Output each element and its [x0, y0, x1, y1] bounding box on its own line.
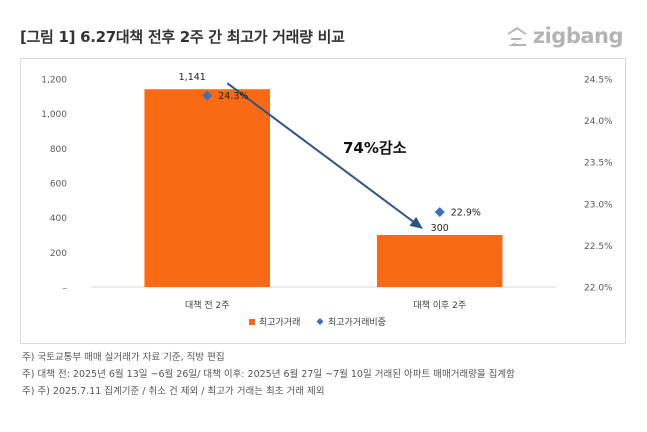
- y-left-tick-label: 1,200: [41, 76, 67, 86]
- y-left-tick-label: 200: [50, 249, 67, 259]
- chart: – 200 400 600 800 1,000 1,200 22.0% 22.5% 23.0% 2…: [41, 72, 613, 328]
- bar: [376, 235, 503, 287]
- y-left-tick-label: 600: [50, 180, 67, 190]
- legend-label: 최고가거래: [259, 317, 300, 328]
- bar: [144, 89, 271, 287]
- y-right-tick-label: 23.0%: [584, 200, 613, 210]
- y-left-tick-label: 800: [50, 145, 67, 155]
- legend-label: 최고가거래비중: [328, 317, 386, 328]
- y-right-tick-label: 24.0%: [584, 117, 613, 127]
- share-point: [202, 90, 213, 101]
- y-left-tick-label: 1,000: [41, 110, 67, 120]
- y-right-tick-label: 22.0%: [584, 284, 613, 294]
- chart-panel: – 200 400 600 800 1,000 1,200 22.0% 22.5% 23.0% 2…: [20, 58, 626, 344]
- brand-name: zigbang: [532, 24, 624, 48]
- y-right-tick-label: 23.5%: [584, 159, 613, 169]
- share-data-label: 24.3%: [218, 91, 248, 102]
- footnote-2: 주) 대책 전: 2025년 6월 13일 ~6월 26일/ 대책 이후: 20…: [22, 369, 515, 380]
- decrease-annotation: 74%감소: [343, 139, 407, 157]
- legend: 최고가거래 최고가거래비중: [249, 317, 386, 328]
- y-left-tick-label: –: [63, 284, 68, 294]
- legend-bar-swatch: [249, 319, 255, 325]
- decrease-arrow: [226, 82, 423, 229]
- legend-diamond-swatch: [316, 318, 324, 325]
- x-tick-label: 대책 이후 2주: [413, 299, 466, 311]
- y-right-tick-label: 24.5%: [584, 76, 613, 86]
- zigbang-logo-icon: [507, 27, 526, 46]
- bar-data-label: 300: [431, 223, 449, 234]
- x-tick-label: 대책 전 2주: [185, 299, 230, 311]
- chart-title: [그림 1] 6.27대책 전후 2주 간 최고가 거래량 비교: [20, 28, 345, 46]
- y-left-tick-label: 400: [50, 214, 67, 224]
- footnotes: 주) 국토교통부 매매 실거래가 자료 기준, 직방 편집 주) 대책 전: 2…: [22, 349, 515, 400]
- share-point: [434, 207, 445, 218]
- y-right-tick-label: 22.5%: [584, 242, 613, 252]
- share-data-label: 22.9%: [451, 208, 481, 219]
- footnote-3: 주) 주) 2025.7.11 집계기준 / 취소 건 제외 / 최고가 거래는…: [22, 386, 325, 397]
- footnote-1: 주) 국토교통부 매매 실거래가 자료 기준, 직방 편집: [22, 352, 225, 363]
- brand-logo: zigbang: [505, 24, 624, 48]
- bar-data-label: 1,141: [179, 72, 206, 83]
